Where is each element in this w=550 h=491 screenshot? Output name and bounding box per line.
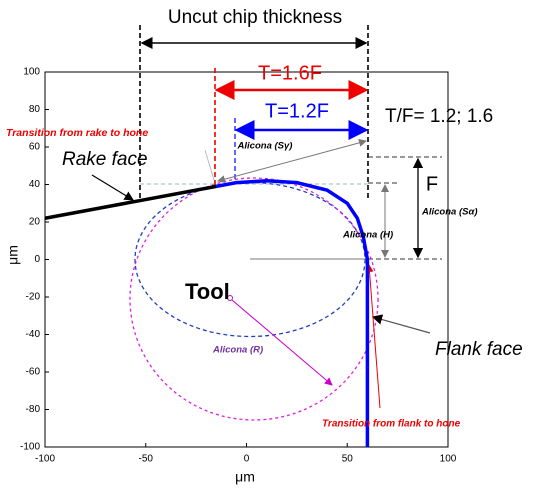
annotation: Transition from flank to hone bbox=[322, 419, 461, 430]
x-tick-label: 0 bbox=[244, 454, 250, 465]
x-tick-label: -100 bbox=[35, 454, 55, 465]
annotation: Alicona (R) bbox=[212, 345, 263, 356]
y-tick-label: 0 bbox=[34, 254, 40, 265]
y-tick-label: -60 bbox=[26, 367, 41, 378]
y-tick-label: 60 bbox=[29, 142, 41, 153]
y-tick-label: -100 bbox=[20, 442, 40, 453]
y-axis-label: μm bbox=[5, 245, 21, 265]
x-tick-label: 50 bbox=[342, 454, 354, 465]
annotation: Alicona (H) bbox=[342, 230, 393, 241]
annotation: Tool bbox=[185, 279, 230, 304]
annotation: T=1.6F bbox=[258, 62, 322, 84]
annotation: Uncut chip thickness bbox=[168, 7, 342, 28]
annotation: Alicona (Sγ) bbox=[237, 141, 293, 152]
annotation: F bbox=[426, 173, 438, 195]
y-tick-label: 80 bbox=[29, 104, 41, 115]
x-axis-label: μm bbox=[235, 469, 255, 485]
y-tick-label: 20 bbox=[29, 217, 41, 228]
annotation: Transition from rake to hone bbox=[6, 127, 148, 139]
annotation: Alicona (Sα) bbox=[421, 207, 478, 218]
profile-line bbox=[215, 178, 370, 447]
profile-line bbox=[44, 184, 217, 220]
x-tick-label: -50 bbox=[139, 454, 154, 465]
y-tick-label: 40 bbox=[29, 179, 41, 190]
annotation: T=1.2F bbox=[265, 100, 329, 122]
y-tick-label: -80 bbox=[26, 404, 41, 415]
y-tick-label: -20 bbox=[26, 292, 41, 303]
annotation: Rake face bbox=[62, 149, 148, 170]
annotation: Flank face bbox=[435, 339, 523, 360]
annotation: T/F= 1.2; 1.6 bbox=[385, 106, 493, 127]
y-tick-label: 100 bbox=[23, 67, 40, 78]
x-tick-label: 100 bbox=[440, 454, 457, 465]
y-tick-label: -40 bbox=[26, 329, 41, 340]
